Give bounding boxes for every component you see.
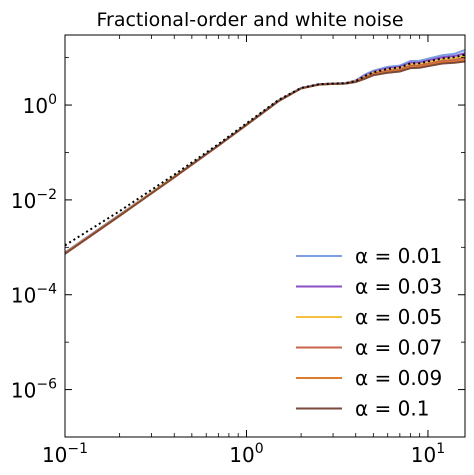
series-line-5 [65, 60, 465, 255]
legend-label-1: α = 0.03 [355, 275, 442, 299]
y-tick-label-2: 10−2 [11, 187, 57, 213]
legend-label-4: α = 0.09 [355, 366, 442, 390]
series-line-4 [65, 59, 465, 255]
legend-label-2: α = 0.05 [355, 305, 442, 329]
axis-ticks: 10−1 100 101 10−6 10−4 10−2 100 [11, 35, 465, 467]
plot-lines [65, 49, 465, 255]
x-tick-label-0: 10−1 [42, 441, 88, 467]
legend: α = 0.01 α = 0.03 α = 0.05 α = 0.07 α = 0.09… [296, 244, 442, 421]
y-tick-label-0: 10−6 [11, 377, 57, 403]
series-line-0 [65, 49, 465, 254]
axes-frame [64, 34, 466, 438]
y-tick-label-1: 10−4 [11, 282, 57, 308]
legend-label-0: α = 0.01 [355, 244, 442, 268]
series-line-1 [65, 52, 465, 254]
series-line-2 [65, 54, 465, 254]
chart-title: Fractional-order and white noise [96, 9, 403, 31]
y-tick-label-3: 100 [23, 92, 57, 118]
series-line-3 [65, 57, 465, 255]
x-tick-label-2: 101 [411, 441, 445, 467]
x-tick-label-1: 100 [229, 441, 263, 467]
legend-label-5: α = 0.1 [355, 397, 429, 421]
series-line-6 [65, 53, 465, 247]
legend-label-3: α = 0.07 [355, 336, 442, 360]
